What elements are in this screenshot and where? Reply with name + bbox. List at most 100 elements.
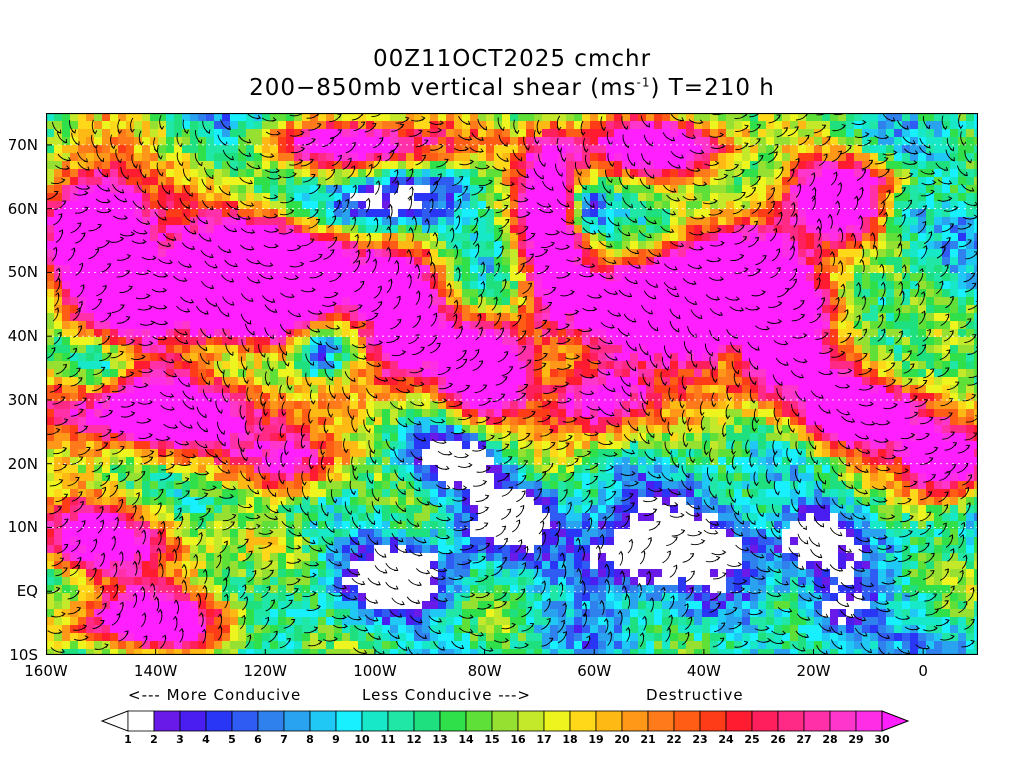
shear-cell bbox=[662, 273, 671, 282]
shear-cell bbox=[334, 129, 343, 138]
shear-cell bbox=[790, 321, 799, 330]
shear-cell bbox=[694, 441, 703, 450]
shear-cell bbox=[782, 209, 791, 218]
shear-cell bbox=[246, 201, 255, 210]
shear-cell bbox=[798, 121, 807, 130]
shear-cell bbox=[294, 393, 303, 402]
shear-cell bbox=[918, 169, 927, 178]
shear-cell bbox=[462, 233, 471, 242]
shear-cell bbox=[214, 177, 223, 186]
shear-cell bbox=[830, 425, 839, 434]
shear-cell bbox=[374, 217, 383, 226]
shear-cell bbox=[110, 401, 119, 410]
shear-cell bbox=[174, 425, 183, 434]
shear-cell bbox=[518, 401, 527, 410]
shear-cell bbox=[782, 289, 791, 298]
shear-cell bbox=[542, 129, 551, 138]
shear-cell bbox=[118, 129, 127, 138]
shear-cell bbox=[942, 369, 951, 378]
shear-cell bbox=[126, 153, 135, 162]
shear-cell bbox=[766, 337, 775, 346]
shear-cell bbox=[398, 113, 407, 122]
shear-cell bbox=[542, 393, 551, 402]
shear-cell bbox=[654, 305, 663, 314]
shear-cell bbox=[926, 129, 935, 138]
shear-cell bbox=[278, 361, 287, 370]
shear-cell bbox=[870, 321, 879, 330]
shear-cell bbox=[582, 321, 591, 330]
shear-cell bbox=[518, 273, 527, 282]
shear-cell bbox=[342, 233, 351, 242]
shear-cell bbox=[822, 313, 831, 322]
shear-cell bbox=[150, 377, 159, 386]
shear-cell bbox=[894, 393, 903, 402]
shear-cell bbox=[606, 257, 615, 266]
shear-cell bbox=[862, 385, 871, 394]
shear-cell bbox=[518, 257, 527, 266]
shear-cell bbox=[710, 409, 719, 418]
shear-cell bbox=[958, 441, 967, 450]
shear-cell bbox=[238, 281, 247, 290]
shear-cell bbox=[542, 177, 551, 186]
shear-cell bbox=[910, 441, 919, 450]
shear-cell bbox=[78, 289, 87, 298]
shear-cell bbox=[614, 217, 623, 226]
shear-cell bbox=[150, 265, 159, 274]
shear-cell bbox=[510, 265, 519, 274]
shear-cell bbox=[214, 129, 223, 138]
shear-cell bbox=[750, 337, 759, 346]
shear-cell bbox=[566, 121, 575, 130]
shear-cell bbox=[462, 345, 471, 354]
shear-cell bbox=[510, 369, 519, 378]
shear-cell bbox=[198, 113, 207, 122]
shear-cell bbox=[830, 401, 839, 410]
shear-cell bbox=[598, 257, 607, 266]
shear-cell bbox=[398, 345, 407, 354]
shear-cell bbox=[686, 241, 695, 250]
shear-cell bbox=[470, 353, 479, 362]
shear-cell bbox=[422, 201, 431, 210]
shear-cell bbox=[630, 345, 639, 354]
shear-cell bbox=[158, 361, 167, 370]
shear-cell bbox=[566, 233, 575, 242]
shear-cell bbox=[454, 441, 463, 450]
shear-cell bbox=[806, 369, 815, 378]
shear-cell bbox=[358, 257, 367, 266]
shear-cell bbox=[110, 329, 119, 338]
shear-cell bbox=[494, 129, 503, 138]
shear-cell bbox=[62, 273, 71, 282]
shear-cell bbox=[878, 385, 887, 394]
shear-cell bbox=[406, 161, 415, 170]
shear-cell bbox=[638, 409, 647, 418]
shear-cell bbox=[158, 425, 167, 434]
shear-cell bbox=[654, 417, 663, 426]
shear-cell bbox=[294, 249, 303, 258]
shear-cell bbox=[582, 433, 591, 442]
shear-cell bbox=[526, 345, 535, 354]
shear-cell bbox=[766, 209, 775, 218]
shear-cell bbox=[166, 297, 175, 306]
shear-cell bbox=[342, 361, 351, 370]
shear-cell bbox=[190, 153, 199, 162]
shear-cell bbox=[718, 401, 727, 410]
shear-cell bbox=[782, 433, 791, 442]
shear-cell bbox=[398, 313, 407, 322]
shear-cell bbox=[246, 377, 255, 386]
shear-cell bbox=[366, 417, 375, 426]
shear-cell bbox=[742, 209, 751, 218]
shear-cell bbox=[678, 145, 687, 154]
shear-cell bbox=[718, 241, 727, 250]
shear-cell bbox=[534, 161, 543, 170]
shear-cell bbox=[350, 289, 359, 298]
shear-cell bbox=[278, 113, 287, 122]
shear-cell bbox=[46, 121, 55, 130]
shear-cell bbox=[886, 225, 895, 234]
shear-cell bbox=[102, 217, 111, 226]
shear-cell bbox=[366, 273, 375, 282]
shear-cell bbox=[742, 185, 751, 194]
shear-cell bbox=[566, 249, 575, 258]
shear-cell bbox=[414, 169, 423, 178]
shear-cell bbox=[350, 169, 359, 178]
shear-cell bbox=[278, 321, 287, 330]
shear-cell bbox=[702, 361, 711, 370]
